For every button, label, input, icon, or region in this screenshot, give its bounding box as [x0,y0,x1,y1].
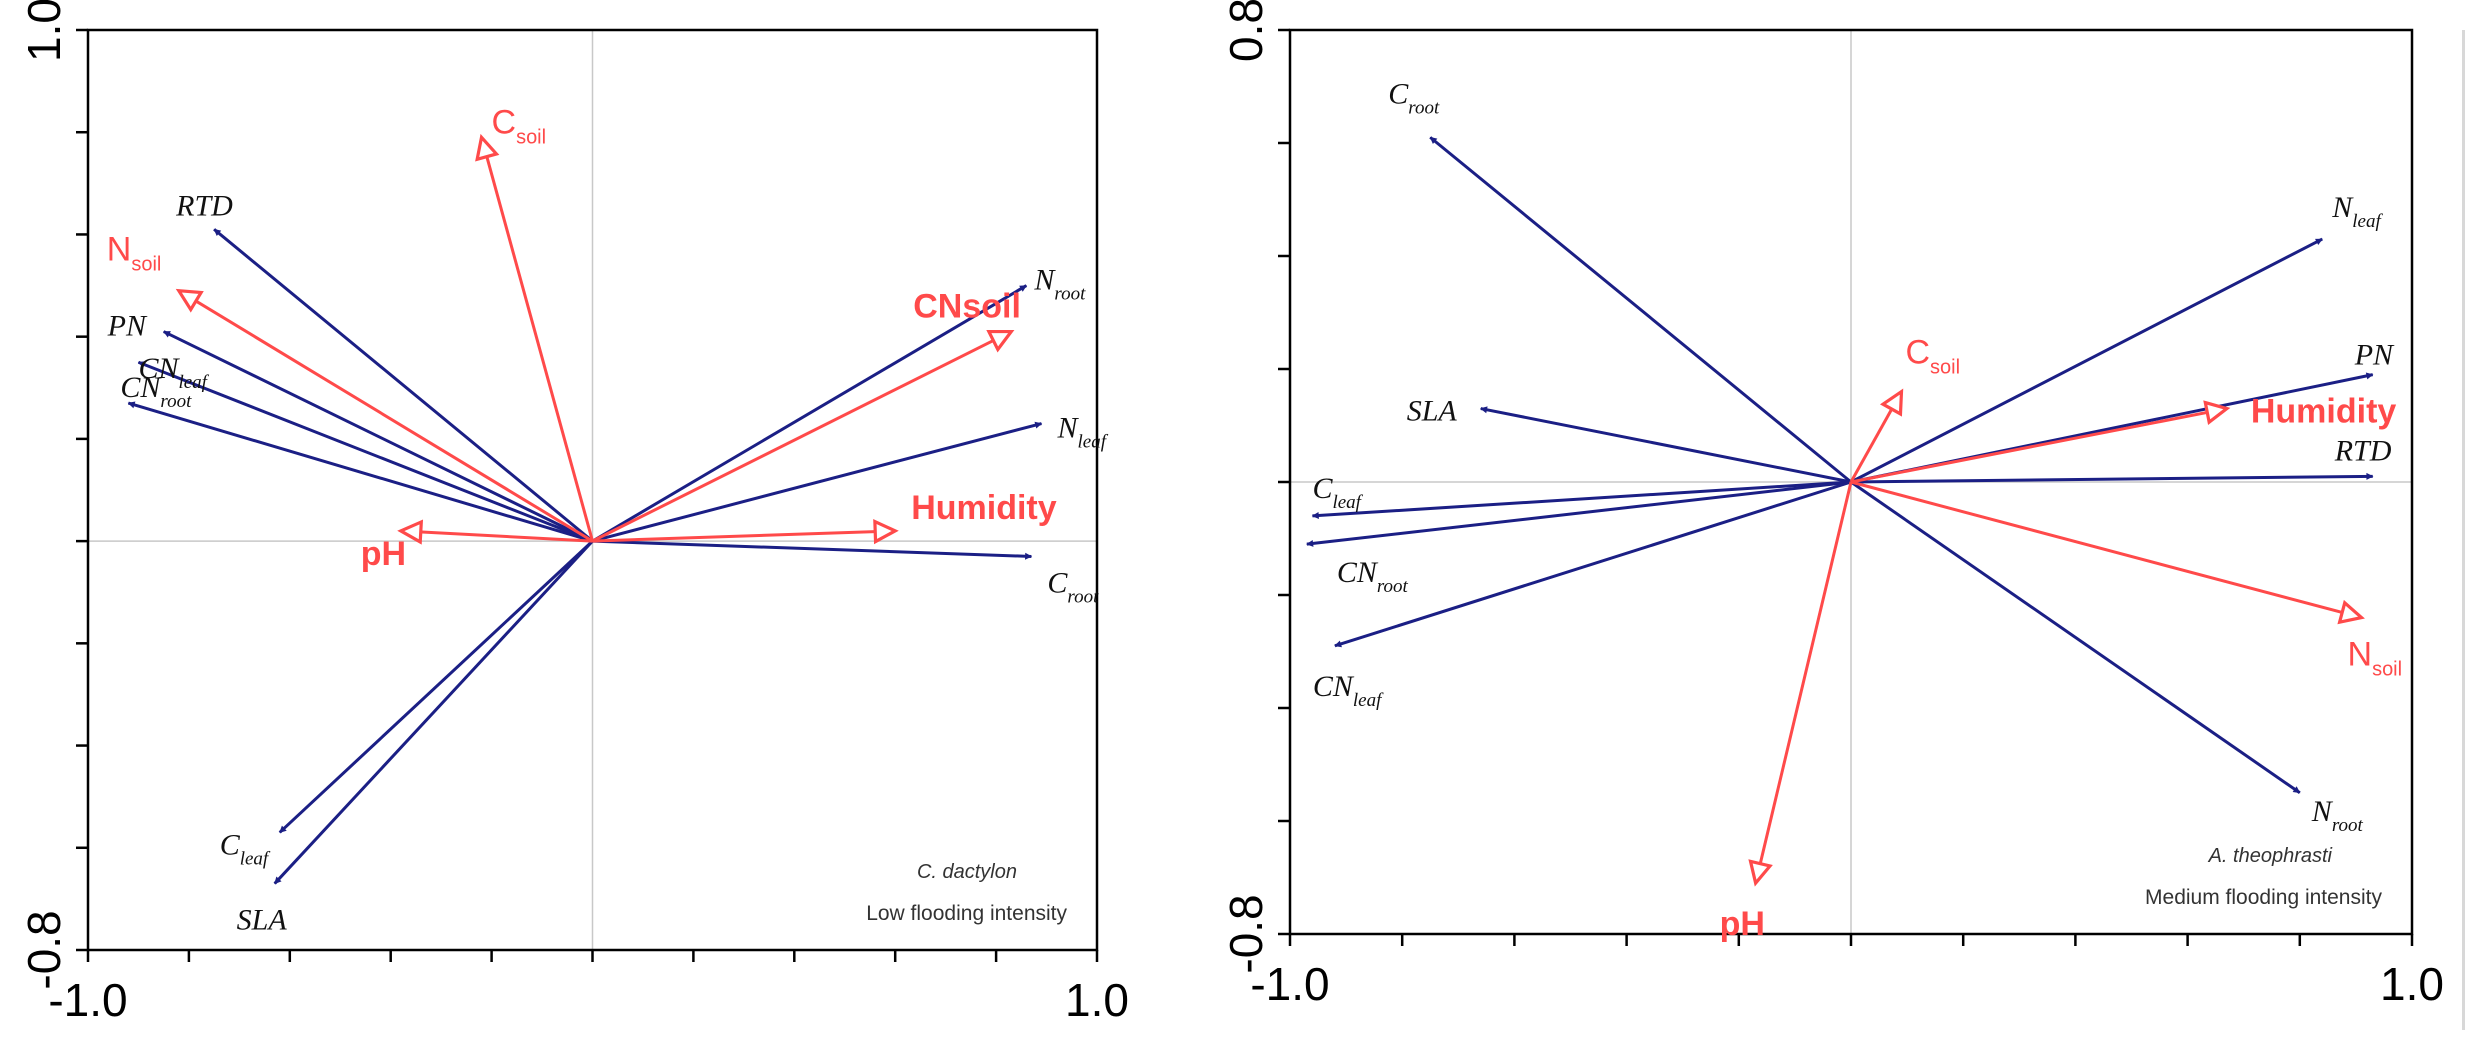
trait-label-pn: PN [2354,339,2395,372]
x-tick-label-max: 1.0 [2380,958,2444,1010]
x-tick-label-min: -1.0 [48,974,127,1026]
env-label-c-soil: Csoil [492,103,547,148]
env-label-cn-soil: CNsoil [913,288,1021,326]
env-vector-humidity [1850,400,2231,484]
trait-vector-rtd [213,228,594,543]
trait-vector-cn-root [1306,480,1852,547]
env-vector-humidity [592,519,899,545]
trait-vector-pn [163,330,594,543]
y-tick-label-min: -0.8 [18,910,70,989]
trait-vector-rtd [1850,472,2374,484]
trait-vector-cn-leaf [1334,480,1852,648]
env-label-n-soil: Nsoil [107,231,162,276]
trait-label-sla: SLA [1407,395,1458,428]
condition-label: Medium flooding intensity [2145,886,2382,909]
axis-ticks [76,28,1099,962]
trait-label-n-leaf: Nleaf [1057,412,1109,453]
trait-label-c-root: Croot [1388,77,1440,118]
env-label-c-soil: Csoil [1905,334,1960,379]
env-label-n-soil: Nsoil [2348,636,2403,681]
right-edge-rule [2462,30,2465,1030]
trait-vector-c-leaf [278,540,594,834]
trait-label-rtd: RTD [175,189,233,222]
trait-label-n-root: Nroot [1033,264,1086,305]
env-vector-c-soil [1849,388,1904,483]
species-label: A. theophrasti [2208,845,2333,867]
y-tick-label-max: 0.8 [1220,0,1272,62]
trait-vector-cn-root [127,401,593,543]
trait-label-c-leaf: Cleaf [1312,472,1363,513]
trait-vector-n-root [1850,480,2301,794]
trait-vector-n-root [591,284,1028,543]
trait-vector-n-leaf [1850,237,2323,484]
trait-vector-c-leaf [1311,480,1852,519]
axis-ticks [1278,28,2414,946]
species-label: C. dactylon [917,861,1017,883]
trait-label-cn-leaf: CNleaf [138,352,209,393]
env-vector-cn-soil [591,329,1015,543]
trait-label-pn: PN [107,310,148,343]
trait-label-c-leaf: Cleaf [220,828,271,869]
y-tick-label-min: -0.8 [1220,894,1272,973]
trait-vector-cn-leaf [137,360,594,543]
env-vector-c-soil [475,133,594,542]
trait-label-cn-root: CNroot [1337,556,1409,597]
env-label-humidity: Humidity [911,489,1057,527]
condition-label: Low flooding intensity [866,902,1067,925]
env-label-humidity: Humidity [2251,393,2397,431]
trait-label-rtd: RTD [2334,434,2392,467]
trait-vector-sla [273,540,594,885]
trait-vector-sla [1480,406,1852,484]
trait-label-n-leaf: Nleaf [2331,191,2383,232]
env-vector-n-soil [1850,480,2365,625]
trait-vector-c-root [1429,136,1852,484]
x-tick-label-max: 1.0 [1065,974,1129,1026]
trait-label-sla: SLA [237,904,288,937]
env-vector-ph [1748,481,1853,887]
x-tick-label-min: -1.0 [1250,958,1329,1010]
trait-vector-c-root [592,539,1033,560]
biplot-panel-1: -1.0 1.0 1.0 -0.8 C. dactylon Low flooding in… [18,0,1129,1026]
env-vector-n-soil [175,288,594,543]
trait-label-c-root: Croot [1047,566,1099,607]
biplot-panel-2: -1.0 1.0 0.8 -0.8 A. theophrasti Medium flood… [1220,0,2444,1010]
env-label-ph: pH [361,535,406,573]
trait-label-n-root: Nroot [2311,795,2364,836]
y-tick-label-max: 1.0 [18,0,70,62]
env-label-ph: pH [1720,905,1765,943]
trait-vector-n-leaf [592,421,1043,543]
env-vector-ph [397,519,593,545]
trait-label-cn-root: CNroot [120,371,192,412]
trait-label-cn-leaf: CNleaf [1313,670,1384,711]
